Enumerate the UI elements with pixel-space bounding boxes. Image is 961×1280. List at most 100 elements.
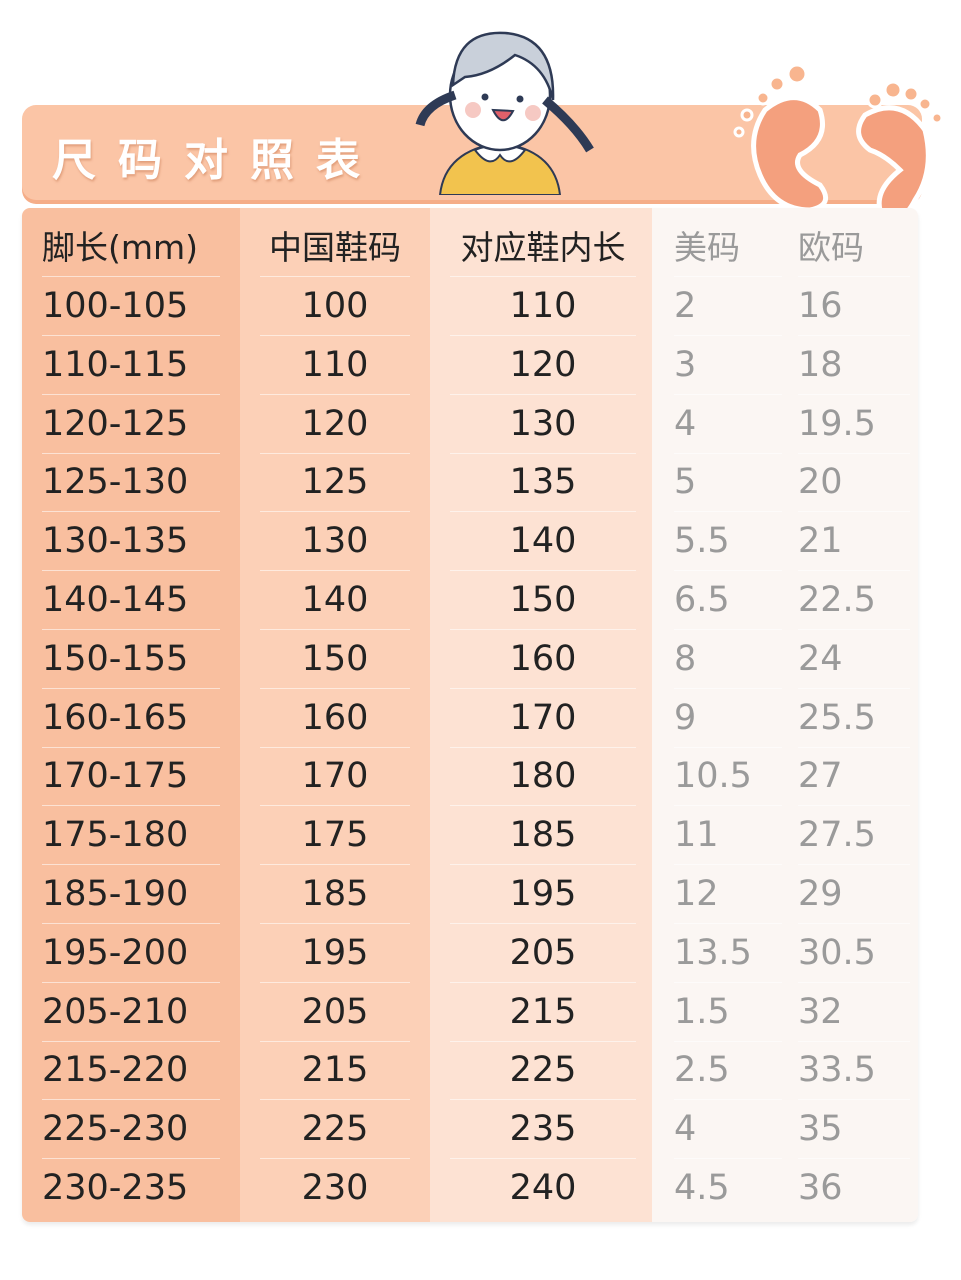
cell-eu-size: 21 [798,512,910,572]
cell-eu-size: 18 [798,336,910,395]
cell-foot-length: 225-230 [42,1100,220,1160]
table-row: 230-235 230 240 4.5 36 [22,1159,918,1218]
cell-cn-size: 195 [260,924,410,983]
cell-foot-length: 140-145 [42,571,220,630]
cell-eu-size: 25.5 [798,689,910,748]
column-foot-length-bg [22,208,240,1222]
cell-us-size: 6.5 [674,571,782,630]
cell-cn-size: 205 [260,983,410,1042]
cell-inner-length: 150 [450,571,636,630]
cell-cn-size: 215 [260,1041,410,1101]
table-header-row: 脚长(mm) 中国鞋码 对应鞋内长 美码 欧码 [22,218,918,277]
cell-inner-length: 170 [450,689,636,748]
cell-us-size: 4 [674,395,782,454]
cell-us-size: 2 [674,277,782,336]
cell-eu-size: 24 [798,630,910,689]
cell-cn-size: 100 [260,277,410,336]
size-chart-table: 脚长(mm) 中国鞋码 对应鞋内长 美码 欧码 100-105 100 110 2 16 110-1… [22,208,918,1222]
table-row: 125-130 125 135 5 20 [22,453,918,513]
cell-eu-size: 27.5 [798,806,910,866]
table-row: 195-200 195 205 13.5 30.5 [22,924,918,983]
header-eu-size: 欧码 [798,218,910,277]
cell-us-size: 10.5 [674,747,782,807]
footprints-illustration-icon [733,63,944,221]
cell-inner-length: 215 [450,983,636,1042]
cell-eu-size: 29 [798,865,910,924]
cell-cn-size: 230 [301,1168,369,1208]
cell-us-size: 3 [674,336,782,395]
cell-cn-size: 170 [260,747,410,807]
table-row: 130-135 130 140 5.5 21 [22,512,918,572]
cell-foot-length: 230-235 [42,1168,189,1208]
column-us-eu-bg [652,208,918,1222]
table-row: 100-105 100 110 2 16 [22,277,918,336]
cell-foot-length: 110-115 [42,336,220,395]
cell-eu-size: 16 [798,277,910,336]
cell-inner-length: 160 [450,630,636,689]
header-foot-length: 脚长(mm) [42,218,220,277]
cell-inner-length: 240 [509,1168,577,1208]
cell-us-size: 8 [674,630,782,689]
table-row: 215-220 215 225 2.5 33.5 [22,1041,918,1101]
table-row: 150-155 150 160 8 24 [22,630,918,689]
cell-inner-length: 110 [450,277,636,336]
cell-inner-length: 235 [450,1100,636,1160]
cell-cn-size: 225 [260,1100,410,1160]
cell-inner-length: 120 [450,336,636,395]
cell-us-size: 11 [674,806,782,866]
cell-inner-length: 140 [450,512,636,572]
cell-foot-length: 175-180 [42,806,220,866]
table-row: 185-190 185 195 12 29 [22,865,918,924]
table-row: 120-125 120 130 4 19.5 [22,395,918,454]
cell-foot-length: 205-210 [42,983,220,1042]
cell-eu-size: 22.5 [798,571,910,630]
cell-cn-size: 175 [260,806,410,866]
table-row: 170-175 170 180 10.5 27 [22,747,918,807]
table-row: 205-210 205 215 1.5 32 [22,983,918,1042]
cell-inner-length: 225 [450,1041,636,1101]
cell-foot-length: 195-200 [42,924,220,983]
girl-illustration-icon [415,31,594,195]
cell-cn-size: 120 [260,395,410,454]
cell-foot-length: 125-130 [42,453,220,513]
cell-cn-size: 160 [260,689,410,748]
header-us-size: 美码 [674,218,782,277]
cell-eu-size: 32 [798,983,910,1042]
cell-us-size: 12 [674,865,782,924]
cell-eu-size: 35 [798,1100,910,1160]
cell-inner-length: 130 [450,395,636,454]
table-row: 160-165 160 170 9 25.5 [22,689,918,748]
cell-inner-length: 180 [450,747,636,807]
cell-cn-size: 185 [260,865,410,924]
cell-us-size: 4.5 [674,1168,730,1208]
cell-us-size: 13.5 [674,924,782,983]
table-row: 140-145 140 150 6.5 22.5 [22,571,918,630]
cell-inner-length: 195 [450,865,636,924]
cell-eu-size: 30.5 [798,924,910,983]
cell-eu-size: 36 [798,1168,843,1208]
cell-cn-size: 150 [260,630,410,689]
cell-us-size: 2.5 [674,1041,782,1101]
cell-us-size: 5.5 [674,512,782,572]
cell-eu-size: 33.5 [798,1041,910,1101]
cell-inner-length: 205 [450,924,636,983]
cell-cn-size: 110 [260,336,410,395]
table-row: 175-180 175 185 11 27.5 [22,806,918,866]
cell-foot-length: 160-165 [42,689,220,748]
cell-us-size: 1.5 [674,983,782,1042]
cell-eu-size: 27 [798,747,910,807]
cell-foot-length: 130-135 [42,512,220,572]
cell-foot-length: 100-105 [42,277,220,336]
cell-cn-size: 140 [260,571,410,630]
cell-foot-length: 170-175 [42,747,220,807]
column-inner-length-bg [430,208,652,1222]
cell-cn-size: 130 [260,512,410,572]
table-row: 110-115 110 120 3 18 [22,336,918,395]
cell-foot-length: 185-190 [42,865,220,924]
cell-eu-size: 20 [798,453,910,513]
page-title: 尺码对照表 [52,135,382,186]
column-cn-size-bg [240,208,430,1222]
cell-foot-length: 120-125 [42,395,220,454]
cell-inner-length: 185 [450,806,636,866]
header-inner-length: 对应鞋内长 [450,218,636,277]
